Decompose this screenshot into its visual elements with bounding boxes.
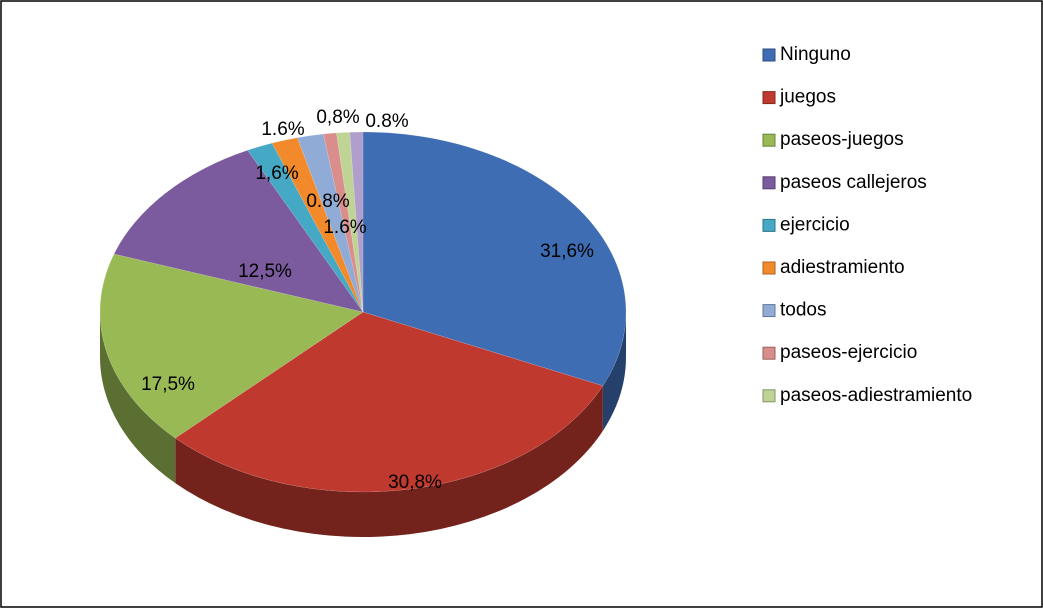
data-label: 0,8% <box>316 107 359 128</box>
data-label: 30,8% <box>388 472 442 493</box>
data-label: 1.6% <box>261 119 304 140</box>
pie-slice <box>336 131 364 313</box>
pie-slice <box>362 131 627 387</box>
legend-label: Ninguno <box>780 44 851 65</box>
legend-label: paseos-ejercicio <box>780 342 917 363</box>
pie-slice <box>323 132 364 313</box>
legend-swatch <box>762 261 776 275</box>
pie-slice-side <box>100 312 176 484</box>
data-label: 31,6% <box>540 241 594 262</box>
legend-label: todos <box>780 300 826 321</box>
data-label: 0.8% <box>306 191 349 212</box>
data-label: 1,6% <box>255 163 298 184</box>
pie-slice <box>271 137 364 313</box>
legend-label: adiestramiento <box>780 257 905 278</box>
pie-slice-side <box>602 312 626 431</box>
legend-swatch <box>762 91 776 105</box>
pie-slice-side <box>175 385 603 537</box>
legend-swatch <box>762 389 776 403</box>
legend-swatch <box>762 48 776 62</box>
pie-slice <box>296 133 364 313</box>
legend-swatch <box>762 304 776 318</box>
pie-slice <box>113 149 364 313</box>
legend-swatch <box>762 346 776 360</box>
legend-label: paseos-adiestramiento <box>780 385 972 406</box>
pie-slice <box>174 311 604 493</box>
legend-swatch <box>762 133 776 147</box>
legend-label: ejercicio <box>780 214 850 235</box>
data-label: 17,5% <box>141 374 195 395</box>
pie-slice <box>99 253 364 439</box>
legend-label: juegos <box>779 87 836 108</box>
legend-swatch <box>762 218 776 232</box>
data-label: 0.8% <box>365 111 408 132</box>
data-label: 12,5% <box>238 261 292 282</box>
data-label: 1.6% <box>323 217 366 238</box>
pie-slice <box>349 131 364 313</box>
legend-label: paseos-juegos <box>780 129 904 150</box>
legend-swatch <box>762 176 776 190</box>
legend-label: paseos callejeros <box>780 172 927 193</box>
pie-slice <box>247 142 364 313</box>
